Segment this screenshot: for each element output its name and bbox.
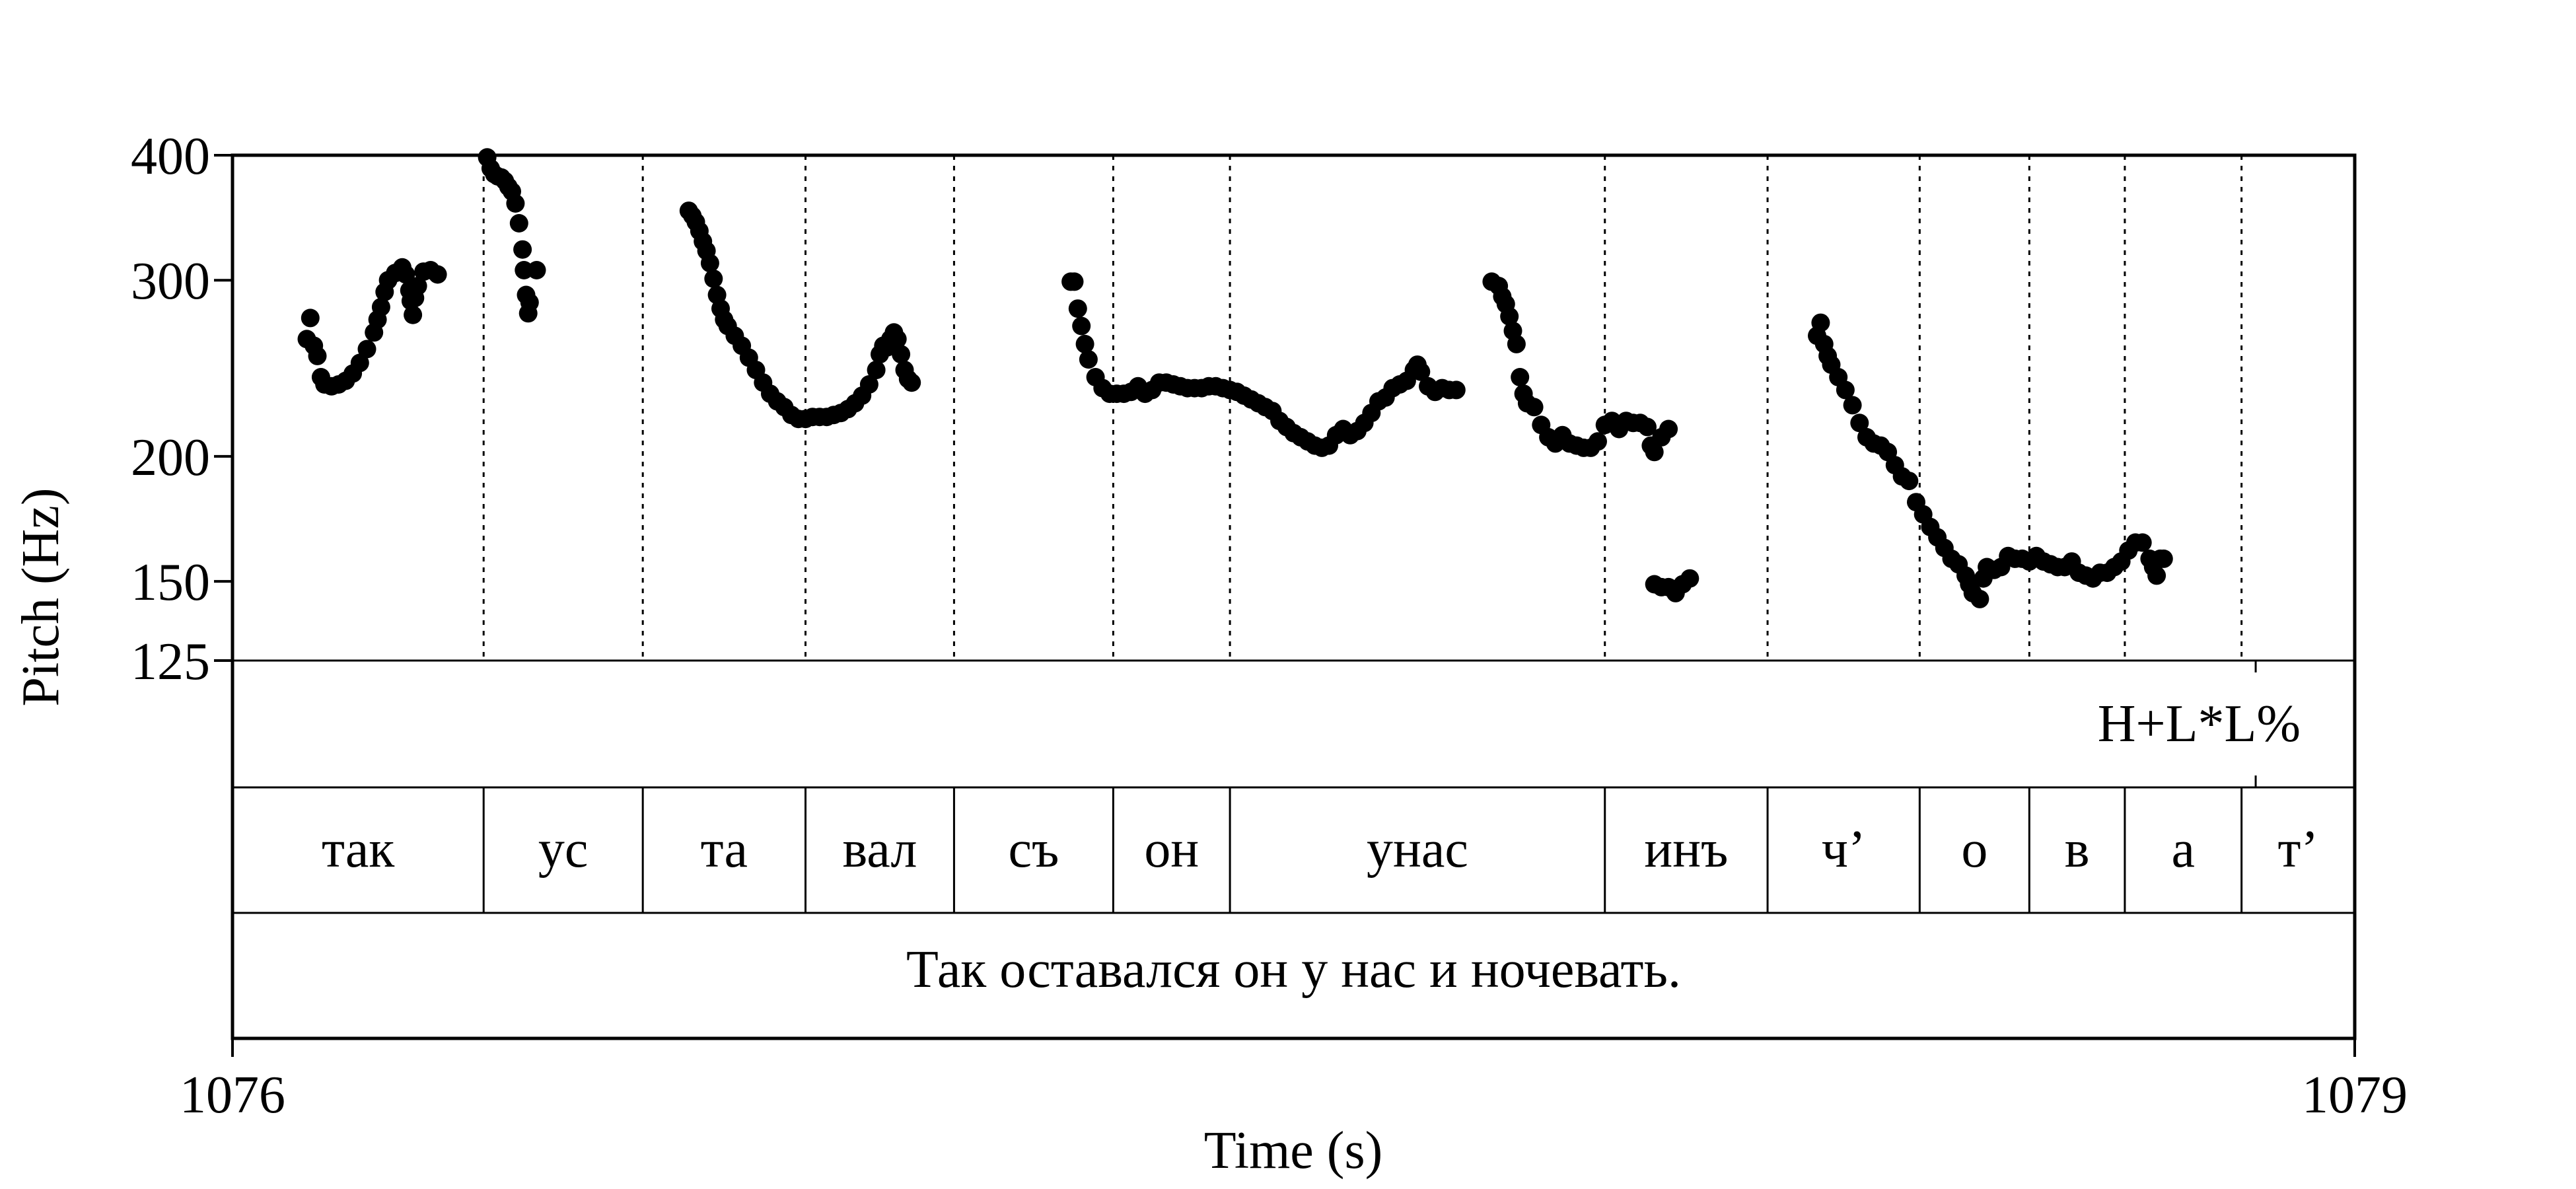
pitch-point (1680, 569, 1699, 588)
pitch-point (513, 240, 532, 259)
pitch-point (301, 308, 320, 328)
pitch-point (867, 361, 886, 380)
sentence-label: Так оставался он у нас и ночевать. (906, 941, 1681, 999)
syllable-label: а (2172, 820, 2196, 879)
pitch-point (515, 261, 534, 279)
pitch-point (1075, 334, 1094, 353)
syllable-label: о (1961, 820, 1987, 879)
pitch-point (520, 293, 539, 312)
tone-label: H+L*L% (2098, 695, 2301, 753)
syllable-label: съ (1008, 820, 1059, 879)
syllable-boundaries (482, 155, 2243, 913)
x-axis-ticks: 1076 1079 (180, 1038, 2408, 1124)
pitch-point (892, 345, 911, 364)
pitch-point (1072, 316, 1091, 336)
pitch-point (2133, 533, 2152, 552)
pitch-point (1659, 419, 1678, 439)
x-axis-label: Time (s) (1204, 1122, 1382, 1180)
pitch-point (506, 194, 525, 213)
pitch-point (527, 261, 546, 279)
pitch-point (1645, 443, 1664, 462)
y-tick-label: 200 (131, 429, 210, 487)
syllable-label: вал (843, 820, 917, 879)
pitch-point (1068, 299, 1087, 318)
plot-frame (231, 153, 2357, 1040)
pitch-point (350, 353, 369, 373)
pitch-point (2147, 566, 2166, 585)
pitch-point (859, 375, 878, 394)
y-axis-ticks: 400 300 200 150 125 (131, 127, 233, 691)
pitch-point (1900, 472, 1919, 491)
pitch-point (509, 214, 528, 233)
x-tick-label: 1076 (180, 1066, 285, 1124)
pitch-point (1843, 396, 1862, 415)
pitch-point (1447, 380, 1466, 400)
pitch-point (888, 330, 907, 349)
pitch-point (1811, 313, 1830, 332)
syllable-label: та (701, 820, 748, 879)
pitch-point (408, 277, 427, 295)
syllable-label: так (322, 820, 394, 879)
syllable-label: ч’ (1822, 820, 1866, 879)
pitch-point (1589, 432, 1607, 451)
syllable-label: он (1144, 820, 1199, 879)
syllable-label: ус (538, 820, 589, 879)
syllable-label: унас (1367, 820, 1468, 879)
syllable-label: в (2065, 820, 2090, 879)
pitch-point (1511, 368, 1530, 386)
pitch-points (297, 148, 2173, 608)
pitch-point (1836, 380, 1855, 400)
pitch-point (700, 254, 719, 273)
pitch-point (1524, 398, 1544, 417)
pitch-point (2154, 549, 2173, 568)
syllable-label: инъ (1644, 820, 1728, 879)
y-tick-label: 300 (131, 252, 210, 310)
pitch-point (1412, 362, 1431, 381)
pitch-point (1970, 589, 1989, 608)
syllable-label: т’ (2278, 820, 2319, 879)
pitch-point (704, 270, 723, 288)
pitch-point (308, 346, 327, 365)
pitch-point (1507, 334, 1526, 353)
x-tick-label: 1079 (2302, 1066, 2408, 1124)
pitch-point (1850, 414, 1869, 433)
tier-lines (233, 659, 2355, 914)
pitch-point (1500, 307, 1519, 326)
pitch-point (1079, 350, 1098, 369)
pitch-point (1638, 417, 1657, 437)
y-tick-label: 125 (131, 633, 210, 691)
pitch-point (371, 297, 390, 316)
pitch-point (404, 305, 423, 324)
pitch-point (357, 340, 376, 359)
pitch-point (1065, 272, 1084, 291)
y-axis-label: Pitch (Hz) (12, 487, 70, 706)
y-tick-label: 150 (131, 554, 210, 612)
pitch-point (902, 373, 921, 392)
y-tick-label: 400 (131, 127, 210, 186)
pitch-point (396, 265, 415, 284)
pitch-point (428, 265, 447, 284)
tier-labels: H+L*L% так ус та вал съ он унас инъ ч’ о в а т’ Так ос… (322, 661, 2318, 999)
